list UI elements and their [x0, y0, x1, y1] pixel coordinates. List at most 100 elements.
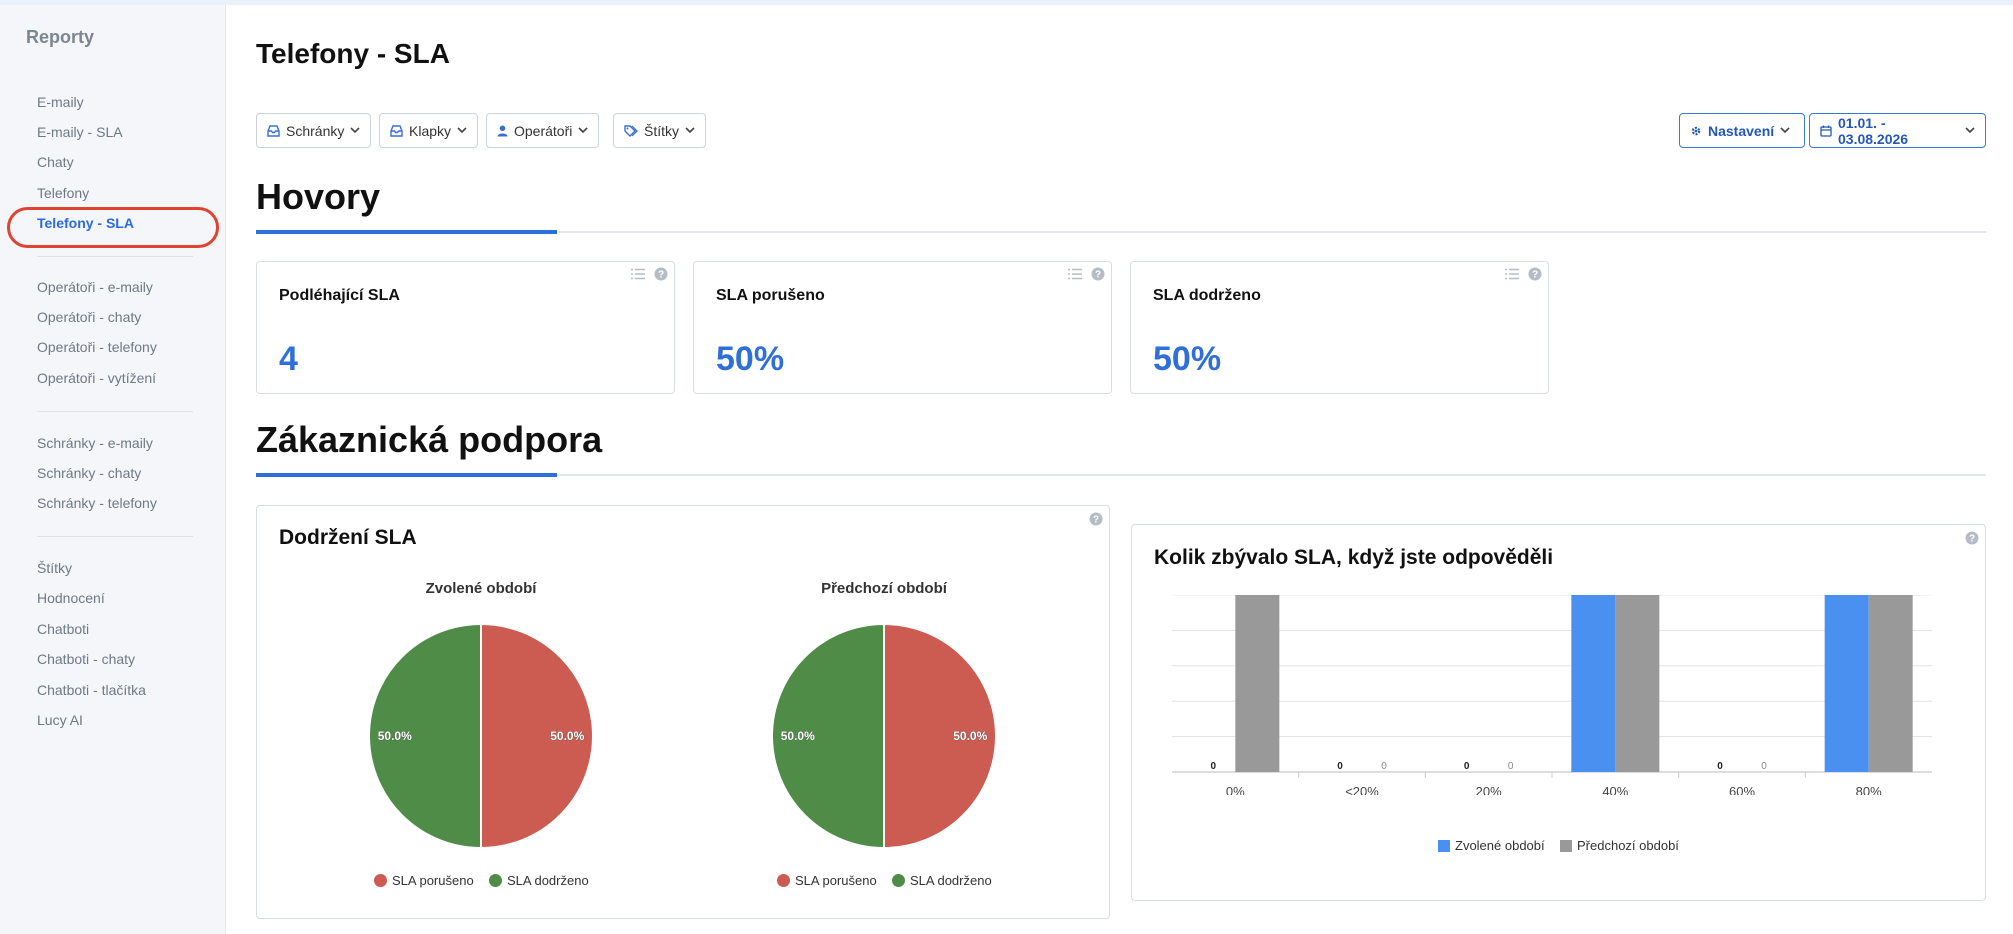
- pie-title-previous: Předchozí období: [821, 580, 947, 597]
- calendar-icon: [1820, 125, 1832, 137]
- sidebar-item-chaty[interactable]: Chaty: [37, 154, 74, 170]
- pie-title-current: Zvolené období: [425, 580, 537, 597]
- sidebar-item-schranky-chaty[interactable]: Schránky - chaty: [37, 465, 142, 481]
- sidebar-item-schranky-telefony[interactable]: Schránky - telefony: [37, 495, 157, 511]
- help-icon[interactable]: ?: [654, 267, 668, 281]
- klapky-filter-label: Klapky: [409, 122, 452, 139]
- x-tick-label: 0%: [1226, 784, 1245, 795]
- pie-slice[interactable]: [368, 623, 482, 849]
- tags-icon: [624, 124, 638, 137]
- pie-chart-current: 50.0% 50.0%: [368, 623, 594, 849]
- sidebar-item-chatboti-chaty[interactable]: Chatboti - chaty: [37, 651, 136, 667]
- pie-chart-previous: 50.0% 50.0%: [771, 623, 997, 849]
- sidebar-item-emaily[interactable]: E-maily: [37, 94, 84, 110]
- legend-sla-kept: SLA dodrženo: [892, 873, 992, 888]
- sidebar-item-chatboti[interactable]: Chatboti: [37, 621, 90, 637]
- sidebar-item-emaily-sla[interactable]: E-maily - SLA: [37, 124, 123, 140]
- pie-slice-label: 50.0%: [953, 729, 987, 743]
- x-tick-label: <20%: [1345, 784, 1379, 795]
- stat-label: Podléhající SLA: [279, 287, 400, 304]
- help-icon[interactable]: ?: [1091, 267, 1105, 281]
- x-tick-label: 20%: [1476, 784, 1502, 795]
- stat-value: 50%: [716, 340, 785, 378]
- svg-text:?: ?: [1532, 270, 1538, 281]
- sidebar-item-chatboti-tlacitka[interactable]: Chatboti - tlačítka: [37, 682, 146, 698]
- section-title-hovory: Hovory: [256, 176, 381, 217]
- x-tick-label: 40%: [1602, 784, 1628, 795]
- sla-remaining-panel: ? Kolik zbývalo SLA, když jste odpověděl…: [1131, 524, 1986, 901]
- sidebar-divider: [37, 411, 193, 412]
- bar-value-label: 0: [1508, 761, 1514, 772]
- sidebar-item-telefony-sla[interactable]: Telefony - SLA: [37, 215, 134, 231]
- chevron-down-icon: [1780, 127, 1790, 134]
- help-icon[interactable]: ?: [1528, 267, 1542, 281]
- bar-value-label: 0: [1761, 761, 1767, 772]
- bar-value-label: 0: [1717, 761, 1723, 772]
- sidebar-item-operatori-vytizeni[interactable]: Operátoři - vytížení: [37, 370, 157, 386]
- pie-slice-label: 50.0%: [550, 729, 584, 743]
- section-divider: [256, 473, 1986, 477]
- bar[interactable]: [1615, 595, 1660, 772]
- pie-slice-label: 50.0%: [378, 729, 412, 743]
- legend-sla-violated: SLA porušeno: [777, 873, 877, 888]
- inbox-icon: [267, 124, 280, 137]
- sidebar: Reporty E-maily E-maily - SLA Chaty Tele…: [0, 5, 226, 934]
- stat-card-subject-sla: ? Podléhající SLA 4: [256, 261, 675, 394]
- x-tick-label: 80%: [1856, 784, 1882, 795]
- bar-value-label: 0: [1381, 761, 1387, 772]
- page-title: Telefony - SLA: [256, 38, 450, 69]
- chevron-down-icon: [578, 127, 588, 134]
- klapky-filter-button[interactable]: Klapky: [379, 113, 479, 148]
- sidebar-item-operatori-emaily[interactable]: Operátoři - e-maily: [37, 279, 153, 295]
- sidebar-item-lucy-ai[interactable]: Lucy AI: [37, 712, 83, 728]
- chevron-down-icon: [457, 127, 467, 134]
- pie-slice[interactable]: [883, 623, 997, 849]
- stat-label: SLA porušeno: [716, 287, 825, 304]
- list-icon[interactable]: [1067, 268, 1083, 280]
- sidebar-item-operatori-chaty[interactable]: Operátoři - chaty: [37, 309, 142, 325]
- sidebar-item-operatori-telefony[interactable]: Operátoři - telefony: [37, 339, 157, 355]
- panel-title: Kolik zbývalo SLA, když jste odpověděli: [1154, 546, 1554, 569]
- bar[interactable]: [1824, 595, 1869, 772]
- help-icon[interactable]: ?: [1965, 531, 1979, 545]
- section-divider: [256, 230, 1986, 234]
- sidebar-item-hodnoceni[interactable]: Hodnocení: [37, 590, 105, 606]
- stat-card-sla-violated: ? SLA porušeno 50%: [693, 261, 1112, 394]
- pie-slice[interactable]: [771, 623, 885, 849]
- schranky-filter-label: Schránky: [286, 122, 345, 139]
- stat-card-sla-kept: ? SLA dodrženo 50%: [1130, 261, 1549, 394]
- svg-text:?: ?: [1093, 515, 1099, 526]
- bar-value-label: 0: [1337, 761, 1343, 772]
- bar-value-label: 0: [1211, 761, 1217, 772]
- sidebar-item-schranky-emaily[interactable]: Schránky - e-maily: [37, 435, 153, 451]
- settings-button[interactable]: Nastavení: [1679, 113, 1805, 148]
- help-icon[interactable]: ?: [1089, 512, 1103, 526]
- list-icon[interactable]: [630, 268, 646, 280]
- legend-sla-kept: SLA dodrženo: [489, 873, 589, 888]
- sidebar-divider: [37, 256, 193, 257]
- svg-text:?: ?: [658, 270, 664, 281]
- date-range-button[interactable]: 01.01. - 03.08.2026: [1809, 113, 1986, 148]
- section-title-podpora: Zákaznická podpora: [256, 419, 603, 460]
- sidebar-divider: [37, 536, 193, 537]
- sidebar-item-stitky[interactable]: Štítky: [37, 560, 73, 576]
- date-range-label: 01.01. - 03.08.2026: [1838, 114, 1909, 147]
- operatori-filter-label: Operátoři: [514, 122, 573, 139]
- bar[interactable]: [1868, 595, 1913, 772]
- bar[interactable]: [1235, 595, 1280, 772]
- stat-value: 4: [279, 340, 298, 378]
- chevron-down-icon: [1965, 127, 1975, 134]
- legend-current-period: Zvolené období: [1438, 838, 1545, 853]
- operatori-filter-button[interactable]: Operátoři: [486, 113, 600, 148]
- schranky-filter-button[interactable]: Schránky: [256, 113, 372, 148]
- stitky-filter-button[interactable]: Štítky: [613, 113, 707, 148]
- pie-slice[interactable]: [480, 623, 594, 849]
- sidebar-title: Reporty: [26, 27, 95, 47]
- list-icon[interactable]: [1504, 268, 1520, 280]
- user-icon: [497, 125, 508, 136]
- bar[interactable]: [1571, 595, 1616, 772]
- sidebar-item-telefony[interactable]: Telefony: [37, 185, 90, 201]
- inbox-icon: [390, 124, 403, 137]
- bar-value-label: 0: [1464, 761, 1470, 772]
